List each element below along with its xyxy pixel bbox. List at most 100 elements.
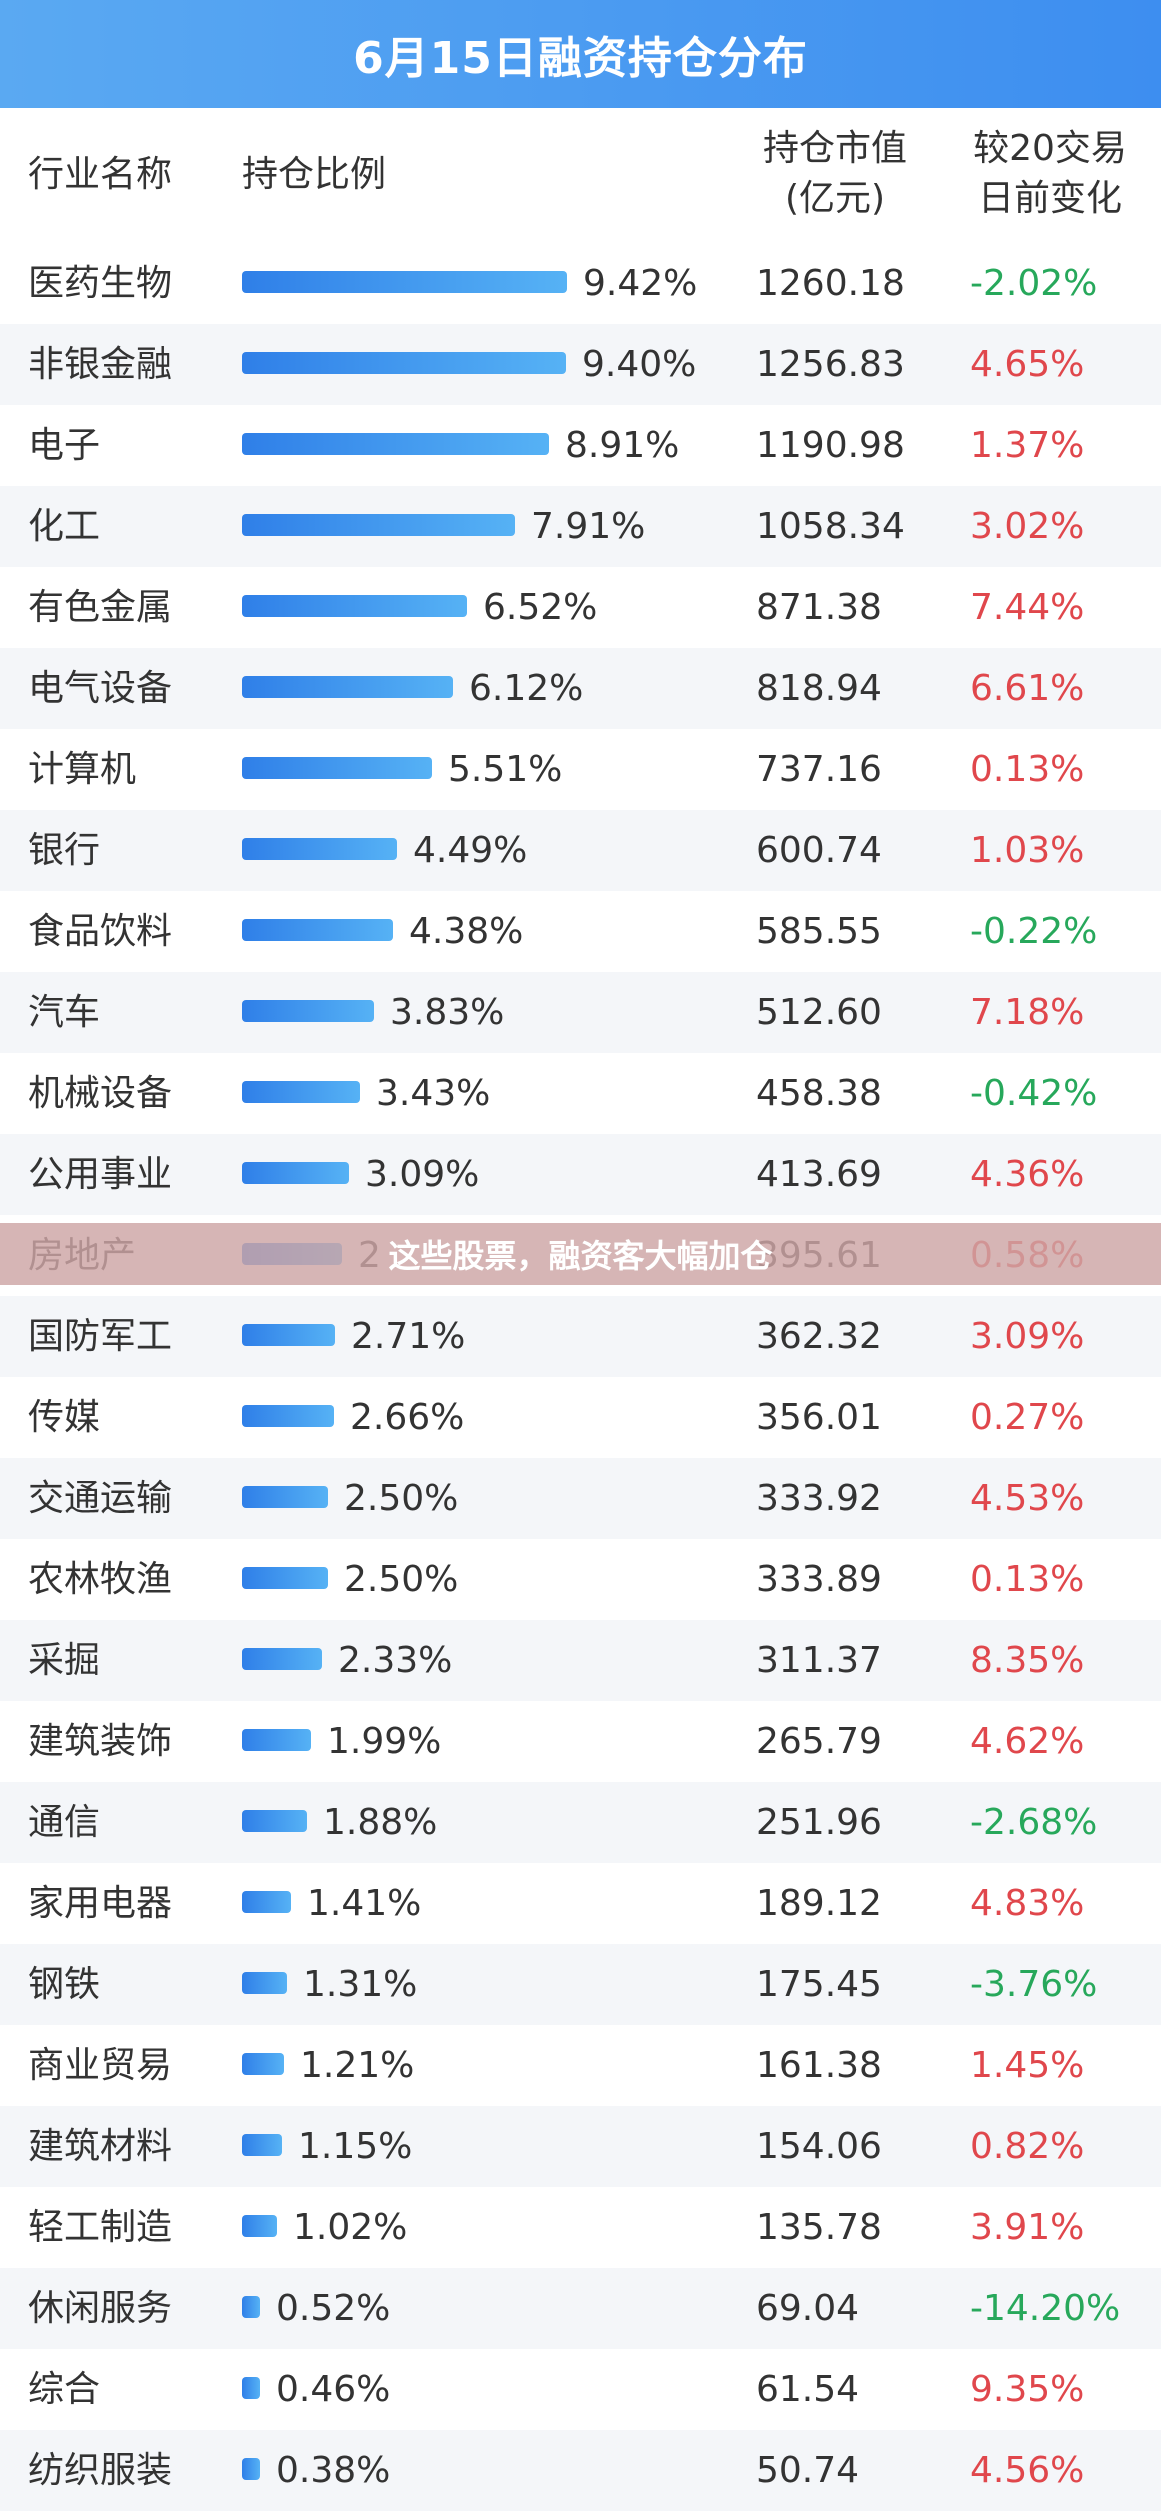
ratio-bar [242, 433, 549, 455]
market-value: 585.55 [756, 911, 882, 952]
industry-name: 机械设备 [28, 1073, 173, 1114]
table-row: 银行 4.49% 600.74 1.03% [0, 810, 1161, 891]
ratio-bar [242, 2134, 282, 2156]
table-row: 综合 0.46% 61.54 9.35% [0, 2349, 1161, 2430]
market-value: 737.16 [756, 749, 882, 790]
ratio-bar [242, 1729, 311, 1751]
ratio-bar [242, 2377, 260, 2399]
industry-name: 食品饮料 [28, 911, 173, 952]
change-value: 4.62% [970, 1721, 1085, 1762]
ratio-bar [242, 595, 467, 617]
industry-name: 非银金融 [28, 344, 173, 385]
change-value: 1.03% [970, 830, 1085, 871]
ratio-label: 9.40% [582, 344, 697, 385]
ratio-bar [242, 919, 393, 941]
column-header: 行业名称 持仓比例 持仓市值 (亿元) 较20交易 日前变化 [0, 108, 1161, 243]
market-value: 154.06 [756, 2126, 882, 2167]
industry-name: 农林牧渔 [28, 1559, 173, 1600]
ratio-label: 6.52% [483, 587, 598, 628]
market-value: 818.94 [756, 668, 882, 709]
change-value: -0.42% [970, 1073, 1098, 1114]
header-ratio: 持仓比例 [242, 154, 387, 195]
market-value: 135.78 [756, 2207, 882, 2248]
market-value: 333.92 [756, 1478, 882, 1519]
change-value: 0.13% [970, 749, 1085, 790]
table-row: 电气设备 6.12% 818.94 6.61% [0, 648, 1161, 729]
change-value: -0.22% [970, 911, 1098, 952]
ratio-bar [242, 2458, 260, 2480]
table-row: 非银金融 9.40% 1256.83 4.65% [0, 324, 1161, 405]
ratio-bar [242, 2215, 277, 2237]
ratio-bar [242, 1648, 322, 1670]
table-row: 纺织服装 0.38% 50.74 4.56% [0, 2430, 1161, 2511]
ratio-bar [242, 1081, 360, 1103]
change-value: -2.68% [970, 1802, 1098, 1843]
change-value: -3.76% [970, 1964, 1098, 2005]
header-change: 较20交易 日前变化 [960, 124, 1140, 224]
table-row: 电子 8.91% 1190.98 1.37% [0, 405, 1161, 486]
industry-name: 轻工制造 [28, 2207, 173, 2248]
overlay-text: 这些股票，融资客大幅加仓 [388, 1237, 773, 1275]
change-value: 8.35% [970, 1640, 1085, 1681]
table-row: 家用电器 1.41% 189.12 4.83% [0, 1863, 1161, 1944]
market-value: 512.60 [756, 992, 882, 1033]
table-row: 采掘 2.33% 311.37 8.35% [0, 1620, 1161, 1701]
ratio-label: 7.91% [531, 506, 646, 547]
change-value: 3.91% [970, 2207, 1085, 2248]
ratio-bar [242, 2053, 284, 2075]
ratio-label: 3.09% [365, 1154, 480, 1195]
table-row: 通信 1.88% 251.96 -2.68% [0, 1782, 1161, 1863]
ratio-bar [242, 1567, 328, 1589]
market-value: 413.69 [756, 1154, 882, 1195]
ratio-bar [242, 514, 515, 536]
table-row: 医药生物 9.42% 1260.18 -2.02% [0, 243, 1161, 324]
change-value: 7.18% [970, 992, 1085, 1033]
table-row: 有色金属 6.52% 871.38 7.44% [0, 567, 1161, 648]
table-body: 医药生物 9.42% 1260.18 -2.02% 非银金融 9.40% 1256.83 4.… [0, 243, 1161, 2511]
industry-name: 建筑装饰 [28, 1721, 173, 1762]
ratio-label: 6.12% [469, 668, 584, 709]
market-value: 871.38 [756, 587, 882, 628]
ratio-label: 1.88% [323, 1802, 438, 1843]
change-value: -14.20% [970, 2288, 1121, 2329]
market-value: 362.32 [756, 1316, 882, 1357]
industry-name: 电子 [28, 425, 101, 466]
ratio-bar [242, 271, 567, 293]
industry-name: 电气设备 [28, 668, 173, 709]
industry-name: 汽车 [28, 992, 101, 1033]
table-row: 轻工制造 1.02% 135.78 3.91% [0, 2187, 1161, 2268]
market-value: 458.38 [756, 1073, 882, 1114]
table-row: 商业贸易 1.21% 161.38 1.45% [0, 2025, 1161, 2106]
table-row: 计算机 5.51% 737.16 0.13% [0, 729, 1161, 810]
change-value: 0.82% [970, 2126, 1085, 2167]
ratio-bar [242, 1891, 291, 1913]
page-title: 6月15日融资持仓分布 [353, 33, 808, 84]
industry-name: 休闲服务 [28, 2288, 173, 2329]
header-value-line2: (亿元) [784, 178, 886, 219]
ratio-label: 0.46% [276, 2369, 391, 2410]
ratio-label: 3.83% [390, 992, 505, 1033]
header-change-line1: 较20交易 [973, 128, 1127, 169]
ratio-bar [242, 757, 432, 779]
table-row: 化工 7.91% 1058.34 3.02% [0, 486, 1161, 567]
table-row: 汽车 3.83% 512.60 7.18% [0, 972, 1161, 1053]
market-value: 69.04 [756, 2288, 860, 2329]
change-value: 7.44% [970, 587, 1085, 628]
change-value: 4.83% [970, 1883, 1085, 1924]
change-value: 4.53% [970, 1478, 1085, 1519]
table-row: 公用事业 3.09% 413.69 4.36% [0, 1134, 1161, 1215]
ratio-label: 0.38% [276, 2450, 391, 2491]
market-value: 265.79 [756, 1721, 882, 1762]
change-value: 3.09% [970, 1316, 1085, 1357]
industry-name: 医药生物 [28, 263, 173, 304]
change-value: 9.35% [970, 2369, 1085, 2410]
ratio-bar [242, 352, 566, 374]
table-row: 休闲服务 0.52% 69.04 -14.20% [0, 2268, 1161, 2349]
ratio-label: 1.15% [298, 2126, 413, 2167]
market-value: 1058.34 [756, 506, 905, 547]
change-value: 0.13% [970, 1559, 1085, 1600]
change-value: 0.27% [970, 1397, 1085, 1438]
ratio-label: 1.02% [293, 2207, 408, 2248]
market-value: 356.01 [756, 1397, 882, 1438]
market-value: 161.38 [756, 2045, 882, 2086]
